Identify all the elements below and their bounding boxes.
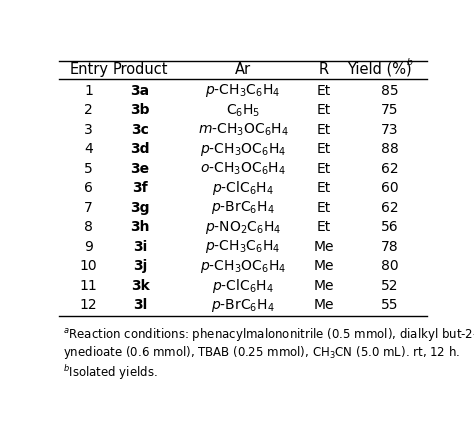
Text: 11: 11 — [80, 279, 98, 293]
Text: 3a: 3a — [130, 84, 150, 98]
Text: Entry: Entry — [69, 61, 108, 77]
Text: Me: Me — [313, 279, 334, 293]
Text: 9: 9 — [84, 240, 93, 254]
Text: Product: Product — [112, 61, 168, 77]
Text: 3c: 3c — [131, 123, 149, 137]
Text: $p$-BrC$_6$H$_4$: $p$-BrC$_6$H$_4$ — [211, 199, 275, 216]
Text: 62: 62 — [381, 201, 399, 215]
Text: 3k: 3k — [131, 279, 149, 293]
Text: ynedioate (0.6 mmol), TBAB (0.25 mmol), CH$_3$CN (5.0 mL). rt, 12 h.: ynedioate (0.6 mmol), TBAB (0.25 mmol), … — [63, 344, 460, 361]
Text: $^{b}$: $^{b}$ — [406, 58, 414, 72]
Text: 55: 55 — [381, 298, 399, 312]
Text: 88: 88 — [381, 142, 399, 157]
Text: $o$-CH$_3$OC$_6$H$_4$: $o$-CH$_3$OC$_6$H$_4$ — [200, 160, 286, 177]
Text: $^{a}$Reaction conditions: phenacylmalononitrile (0.5 mmol), dialkyl but-2-: $^{a}$Reaction conditions: phenacylmalon… — [63, 326, 474, 343]
Text: $p$-NO$_2$C$_6$H$_4$: $p$-NO$_2$C$_6$H$_4$ — [205, 219, 281, 236]
Text: $p$-CH$_3$OC$_6$H$_4$: $p$-CH$_3$OC$_6$H$_4$ — [200, 141, 286, 158]
Text: 5: 5 — [84, 162, 93, 176]
Text: Me: Me — [313, 259, 334, 273]
Text: $p$-BrC$_6$H$_4$: $p$-BrC$_6$H$_4$ — [211, 296, 275, 313]
Text: Et: Et — [317, 123, 331, 137]
Text: Me: Me — [313, 240, 334, 254]
Text: 60: 60 — [381, 181, 399, 195]
Text: $^{b}$Isolated yields.: $^{b}$Isolated yields. — [63, 363, 158, 382]
Text: $m$-CH$_3$OC$_6$H$_4$: $m$-CH$_3$OC$_6$H$_4$ — [198, 122, 288, 138]
Text: 56: 56 — [381, 220, 399, 234]
Text: 4: 4 — [84, 142, 93, 157]
Text: Et: Et — [317, 181, 331, 195]
Text: Et: Et — [317, 142, 331, 157]
Text: 12: 12 — [80, 298, 98, 312]
Text: 3d: 3d — [130, 142, 150, 157]
Text: 7: 7 — [84, 201, 93, 215]
Text: Et: Et — [317, 162, 331, 176]
Text: Et: Et — [317, 220, 331, 234]
Text: 75: 75 — [381, 103, 399, 117]
Text: 62: 62 — [381, 162, 399, 176]
Text: 78: 78 — [381, 240, 399, 254]
Text: 3: 3 — [84, 123, 93, 137]
Text: 1: 1 — [84, 84, 93, 98]
Text: $p$-ClC$_6$H$_4$: $p$-ClC$_6$H$_4$ — [212, 277, 274, 295]
Text: 3b: 3b — [130, 103, 150, 117]
Text: Et: Et — [317, 201, 331, 215]
Text: Yield (%): Yield (%) — [346, 61, 411, 77]
Text: 10: 10 — [80, 259, 98, 273]
Text: $p$-ClC$_6$H$_4$: $p$-ClC$_6$H$_4$ — [212, 179, 274, 197]
Text: 85: 85 — [381, 84, 399, 98]
Text: 3e: 3e — [130, 162, 150, 176]
Text: 52: 52 — [381, 279, 399, 293]
Text: 3h: 3h — [130, 220, 150, 234]
Text: 3g: 3g — [130, 201, 150, 215]
Text: 3j: 3j — [133, 259, 147, 273]
Text: $p$-CH$_3$C$_6$H$_4$: $p$-CH$_3$C$_6$H$_4$ — [205, 238, 281, 255]
Text: 80: 80 — [381, 259, 399, 273]
Text: Ar: Ar — [235, 61, 251, 77]
Text: 3i: 3i — [133, 240, 147, 254]
Text: C$_6$H$_5$: C$_6$H$_5$ — [226, 102, 260, 119]
Text: $p$-CH$_3$OC$_6$H$_4$: $p$-CH$_3$OC$_6$H$_4$ — [200, 258, 286, 275]
Text: Me: Me — [313, 298, 334, 312]
Text: 8: 8 — [84, 220, 93, 234]
Text: Et: Et — [317, 84, 331, 98]
Text: 3f: 3f — [132, 181, 148, 195]
Text: 73: 73 — [381, 123, 399, 137]
Text: 6: 6 — [84, 181, 93, 195]
Text: R: R — [319, 61, 329, 77]
Text: 3l: 3l — [133, 298, 147, 312]
Text: 2: 2 — [84, 103, 93, 117]
Text: $p$-CH$_3$C$_6$H$_4$: $p$-CH$_3$C$_6$H$_4$ — [205, 82, 281, 99]
Text: Et: Et — [317, 103, 331, 117]
